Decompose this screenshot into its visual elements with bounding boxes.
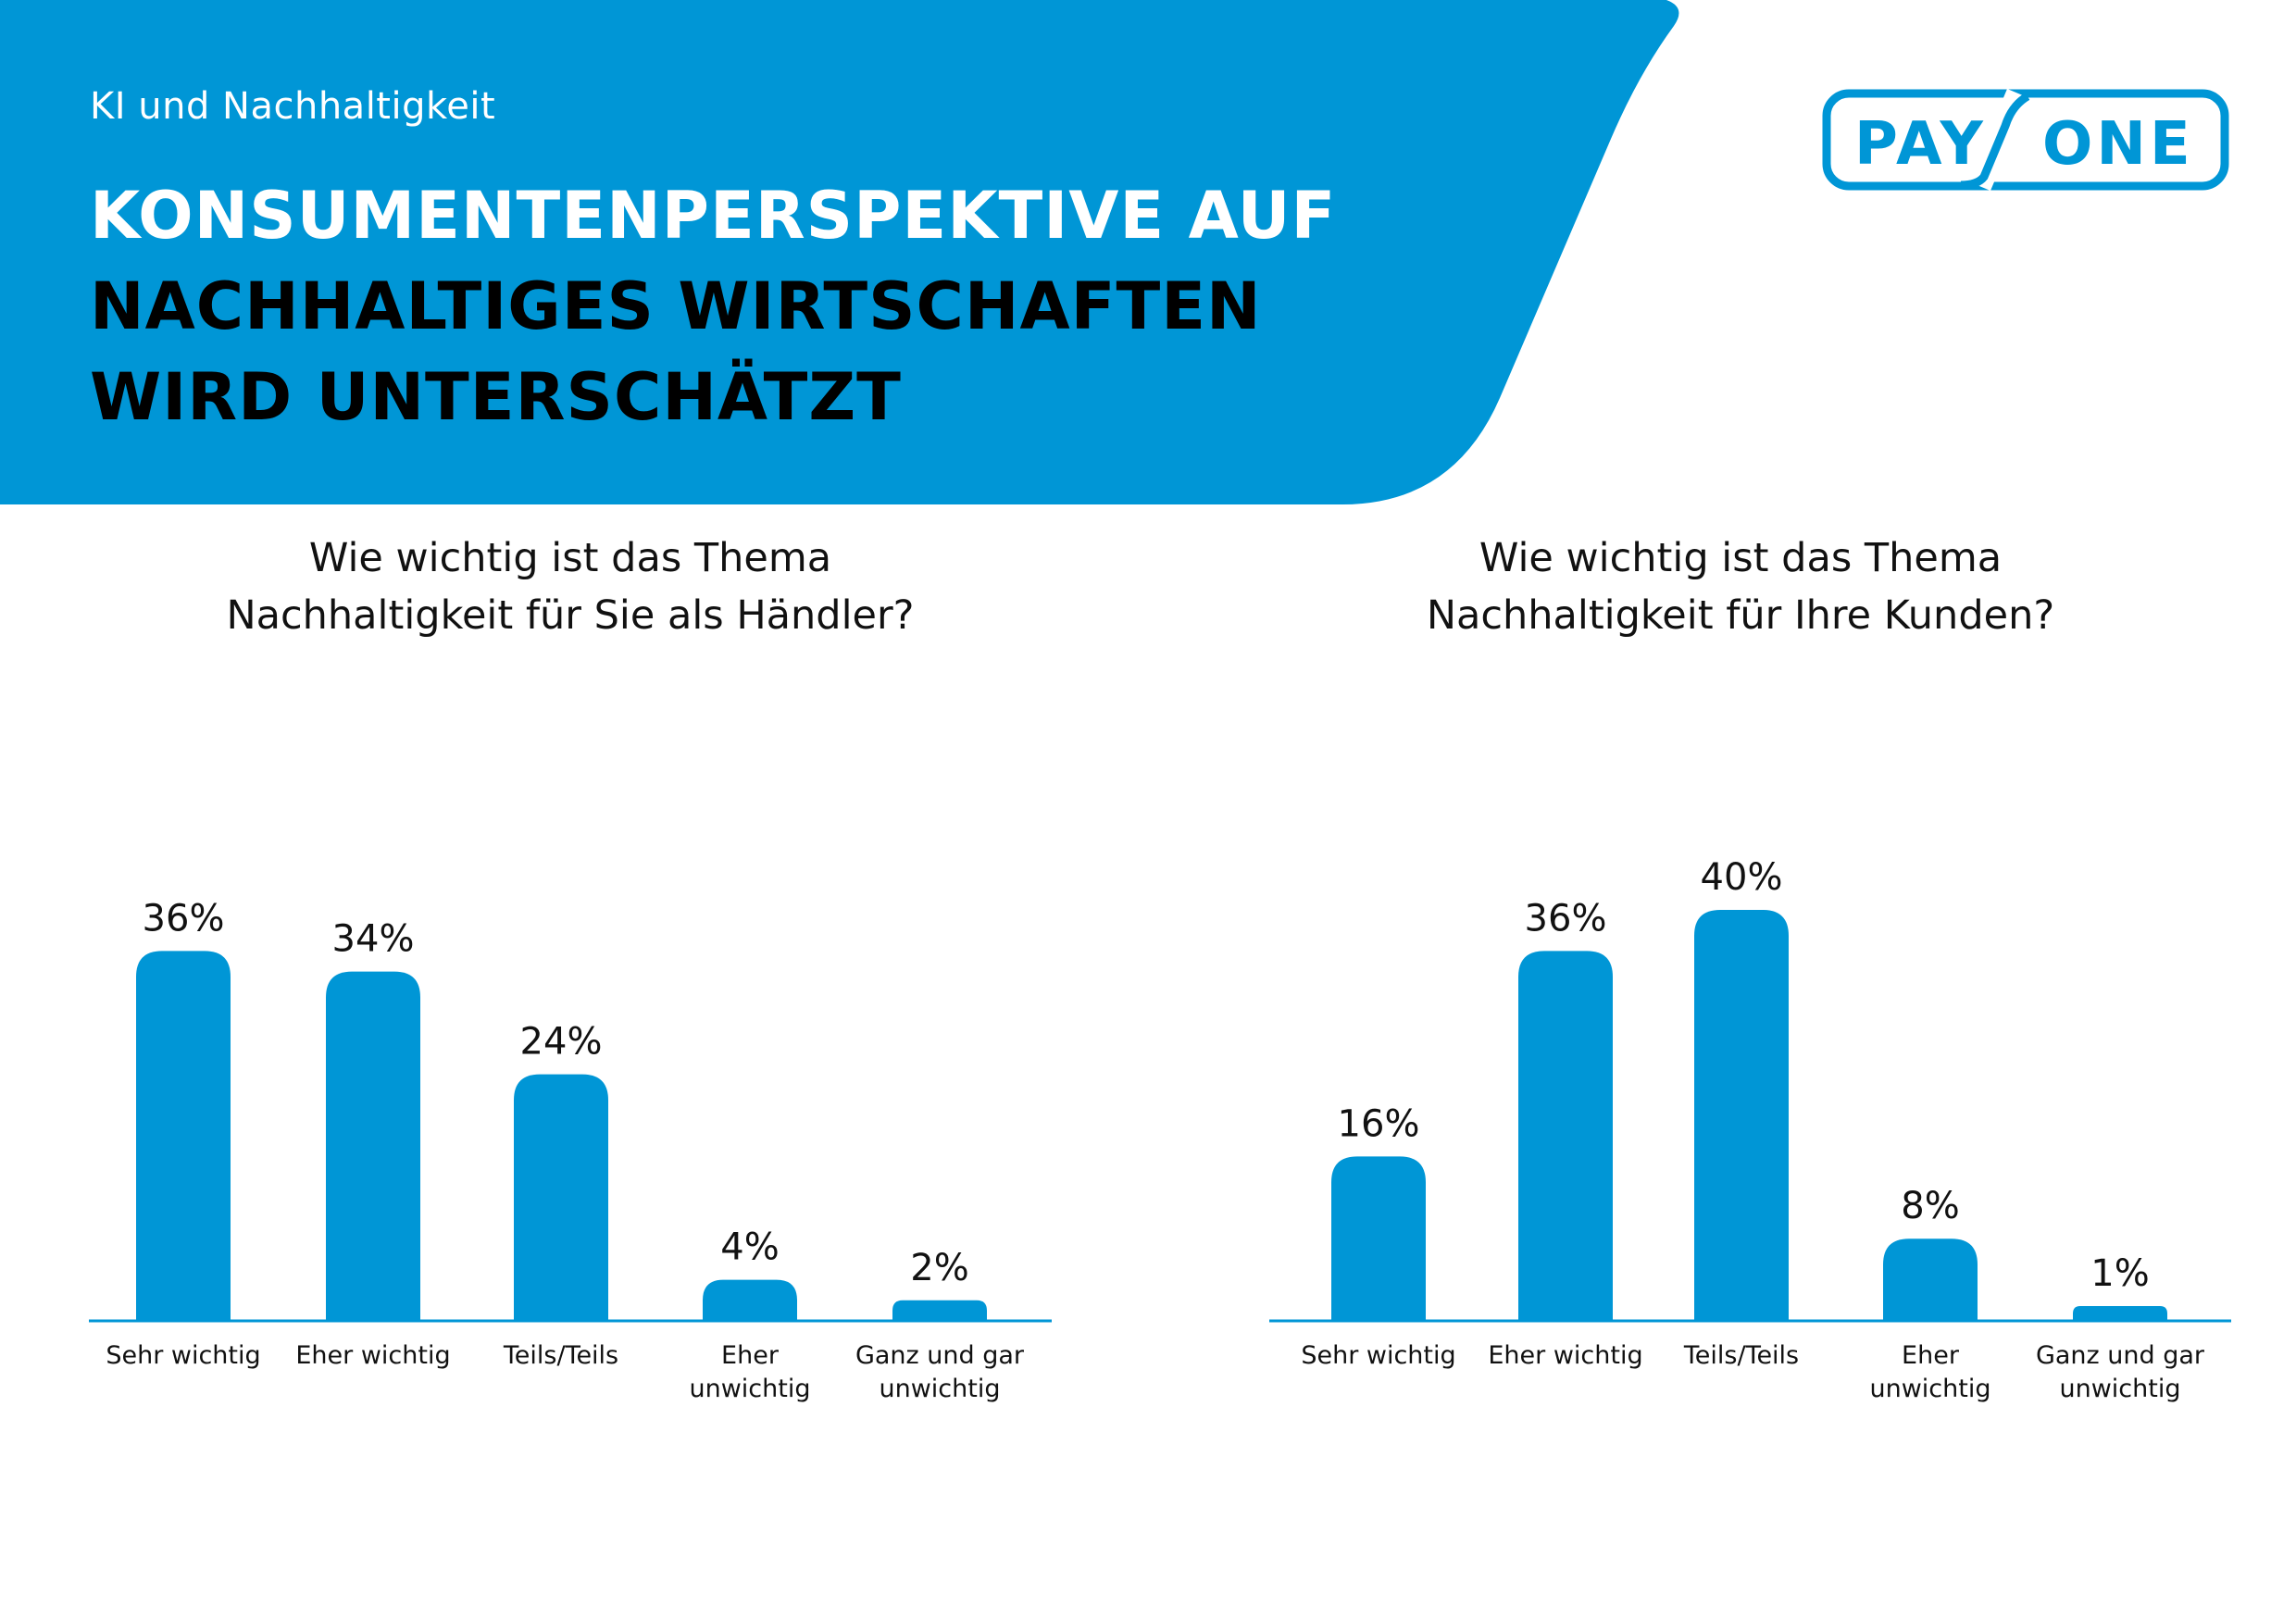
- right-category-label-3-line-1: Teils/Teils: [1683, 1341, 1799, 1370]
- left-category-label-2-line-1: Eher wichtig: [295, 1341, 450, 1370]
- right-value-label-1: 16%: [1338, 1102, 1420, 1145]
- left-bar-2: [326, 971, 420, 1321]
- right-category-label-2-line-1: Eher wichtig: [1488, 1341, 1642, 1370]
- left-bar-4: [703, 1279, 797, 1321]
- logo-text-pay: PAY: [1854, 110, 1987, 179]
- left-bar-1: [136, 951, 231, 1321]
- right-category-label-4-line-2: unwichtig: [1870, 1375, 1991, 1403]
- left-category-label-4-line-2: unwichtig: [690, 1375, 811, 1403]
- right-category-label-1-line-1: Sehr wichtig: [1301, 1341, 1455, 1370]
- left-category-label-1-line-1: Sehr wichtig: [106, 1341, 260, 1370]
- payone-logo: PAY ONE: [1822, 89, 2229, 191]
- left-value-label-5: 2%: [910, 1247, 968, 1289]
- logo-text-one: ONE: [2042, 110, 2194, 179]
- right-question-line-1: Wie wichtig ist das Thema: [1479, 535, 2003, 581]
- left-category-label-3-line-1: Teils/Teils: [503, 1341, 618, 1370]
- left-category-label-5-line-2: unwichtig: [880, 1375, 1001, 1403]
- headline-line-2: NACHHALTIGES WIRTSCHAFTEN: [90, 268, 1262, 344]
- right-value-label-4: 8%: [1901, 1185, 1959, 1227]
- right-value-label-5: 1%: [2090, 1252, 2149, 1295]
- right-question-line-2: Nachhaltigkeit für Ihre Kunden?: [1426, 592, 2055, 639]
- left-category-label-5-line-1: Ganz und gar: [855, 1341, 1025, 1370]
- header-banner: [0, 0, 1679, 504]
- right-category-label-4-line-1: Eher: [1902, 1341, 1960, 1370]
- section-kicker: KI und Nachhaltigkeit: [90, 85, 496, 128]
- right-bar-2: [1518, 951, 1613, 1321]
- headline-line-3: WIRD UNTERSCHÄTZT: [90, 359, 902, 435]
- left-chart-question: Wie wichtig ist das Thema Nachhaltigkeit…: [107, 529, 1033, 644]
- left-bar-3: [514, 1074, 608, 1321]
- right-category-label-5-line-2: unwichtig: [2060, 1375, 2181, 1403]
- right-bar-3: [1694, 910, 1789, 1321]
- right-category-label-5-line-1: Ganz und gar: [2036, 1341, 2205, 1370]
- left-question-line-1: Wie wichtig ist das Thema: [308, 535, 832, 581]
- headline-line-1: KONSUMENTENPERSPEKTIVE AUF: [90, 178, 1337, 254]
- left-value-label-3: 24%: [520, 1021, 603, 1064]
- right-bar-5: [2073, 1306, 2167, 1321]
- right-value-label-3: 40%: [1701, 856, 1783, 899]
- left-value-label-2: 34%: [332, 918, 415, 961]
- left-value-label-4: 4%: [720, 1226, 779, 1269]
- left-value-label-1: 36%: [143, 897, 225, 940]
- right-chart-question: Wie wichtig ist das Thema Nachhaltigkeit…: [1278, 529, 2203, 644]
- right-bar-4: [1883, 1238, 1978, 1321]
- left-question-line-2: Nachhaltigkeit für Sie als Händler?: [226, 592, 915, 639]
- right-value-label-2: 36%: [1525, 897, 1607, 940]
- left-category-label-4-line-1: Eher: [721, 1341, 780, 1370]
- right-bar-1: [1331, 1156, 1426, 1321]
- left-bar-5: [892, 1300, 987, 1321]
